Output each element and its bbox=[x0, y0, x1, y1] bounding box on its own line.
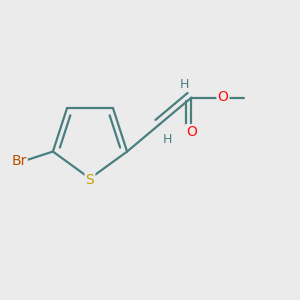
Text: H: H bbox=[179, 78, 189, 91]
Text: H: H bbox=[163, 133, 172, 146]
Text: O: O bbox=[186, 125, 197, 139]
Text: O: O bbox=[218, 90, 228, 104]
Text: Br: Br bbox=[11, 154, 27, 168]
Text: S: S bbox=[85, 173, 94, 187]
